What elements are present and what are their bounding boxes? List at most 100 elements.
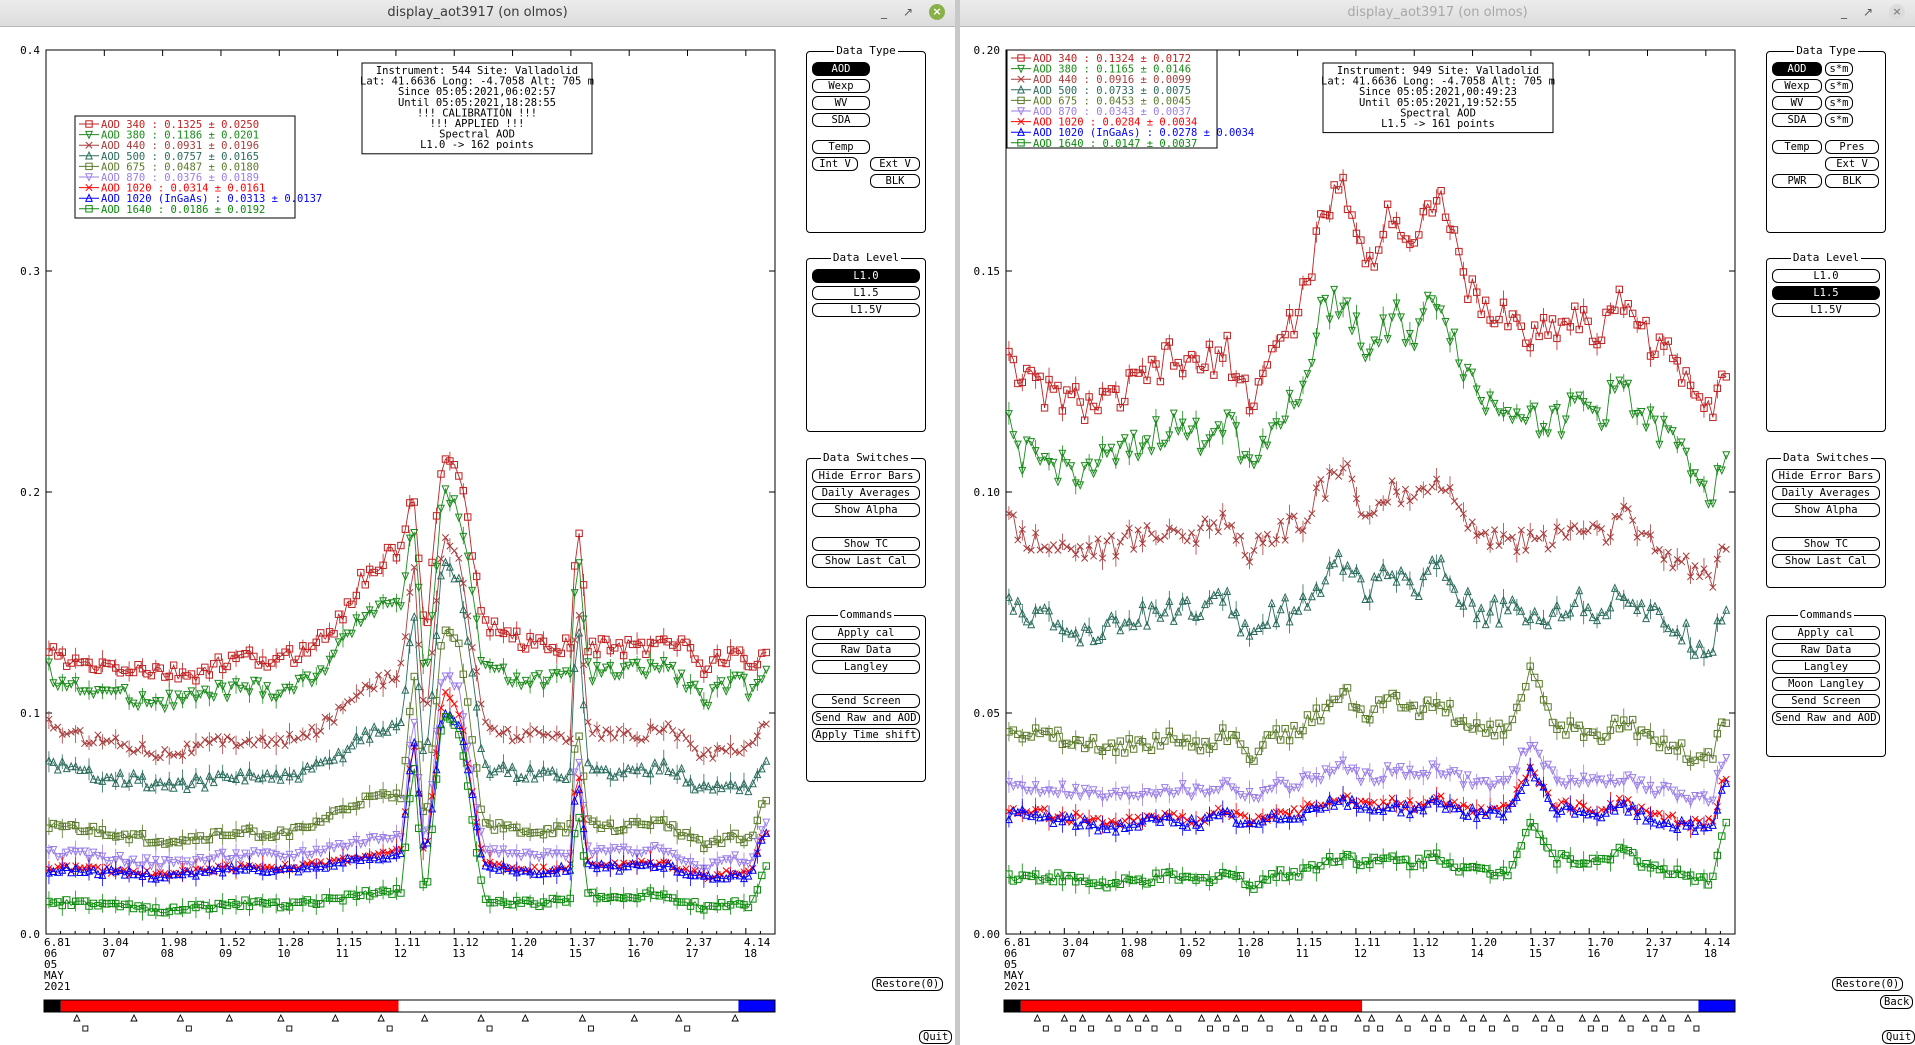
data-point xyxy=(1717,466,1726,476)
data-point xyxy=(1303,711,1312,719)
back-button[interactable]: Back xyxy=(1880,995,1914,1009)
data-level-l1-5v-button[interactable]: L1.5V xyxy=(1772,303,1880,317)
daily-averages-button[interactable]: Daily Averages xyxy=(1772,486,1880,500)
show-tc-button[interactable]: Show TC xyxy=(812,537,920,551)
data-point xyxy=(1058,407,1067,415)
send-raw-and-aod-button[interactable]: Send Raw and AOD xyxy=(1772,711,1880,725)
raw-data-button[interactable]: Raw Data xyxy=(812,643,920,657)
data-point xyxy=(1619,797,1628,807)
data-type-sda-button[interactable]: SDA xyxy=(1772,113,1822,127)
raw-data-button[interactable]: Raw Data xyxy=(1772,643,1880,657)
data-level-l1-5-button[interactable]: L1.5 xyxy=(1772,286,1880,300)
data-point xyxy=(1178,820,1187,830)
data-type-s-m-button[interactable]: s*m xyxy=(1825,96,1853,110)
titlebar-left[interactable]: display_aot3917 (on olmos) _ ↗ × xyxy=(0,0,955,27)
minimize-icon[interactable]: _ xyxy=(881,5,887,19)
data-point xyxy=(664,720,672,728)
data-type-blk-button[interactable]: BLK xyxy=(1825,174,1879,188)
data-type-wexp-button[interactable]: Wexp xyxy=(812,79,870,93)
data-point xyxy=(1490,319,1499,328)
aod-plot-right[interactable]: 0.200.150.100.050.006.8106053.04071.9808… xyxy=(960,26,1915,1045)
data-point xyxy=(655,892,664,900)
quit-button[interactable]: Quit xyxy=(1882,1030,1915,1044)
data-point xyxy=(71,821,80,830)
data-level-l1-5-button[interactable]: L1.5 xyxy=(812,286,920,300)
x-tick-label: 14 xyxy=(1471,947,1485,960)
data-type-pres-button[interactable]: Pres xyxy=(1825,140,1879,154)
daily-averages-button[interactable]: Daily Averages xyxy=(812,486,920,500)
data-point xyxy=(513,896,521,905)
series-group xyxy=(1006,169,1731,897)
data-point xyxy=(205,905,214,913)
data-type-s-m-button[interactable]: s*m xyxy=(1825,62,1853,76)
moon-langley-button[interactable]: Moon Langley xyxy=(1772,677,1880,691)
data-type-pwr-button[interactable]: PWR xyxy=(1772,174,1822,188)
data-type-temp-button[interactable]: Temp xyxy=(1772,140,1822,154)
restore-icon[interactable]: ↗ xyxy=(1862,5,1874,19)
data-point xyxy=(1236,819,1245,828)
close-icon[interactable]: × xyxy=(1889,4,1905,20)
restore-button[interactable]: Restore(0) xyxy=(1832,977,1904,991)
x-tick-label: 07 xyxy=(102,947,115,960)
data-type-aod-button[interactable]: AOD xyxy=(812,62,870,76)
data-point xyxy=(1673,747,1681,755)
data-type-wv-button[interactable]: WV xyxy=(812,96,870,110)
minimize-icon[interactable]: _ xyxy=(1841,5,1847,19)
data-type-ext-v-button[interactable]: Ext V xyxy=(870,157,920,171)
data-point xyxy=(1169,817,1178,827)
apply-cal-button[interactable]: Apply cal xyxy=(812,626,920,640)
apply-cal-button[interactable]: Apply cal xyxy=(1772,626,1880,640)
show-alpha-button[interactable]: Show Alpha xyxy=(1772,503,1880,517)
send-screen-button[interactable]: Send Screen xyxy=(1772,694,1880,708)
data-point xyxy=(628,640,637,649)
data-point xyxy=(1384,498,1392,506)
timeline-marker xyxy=(1404,1025,1411,1032)
data-point xyxy=(339,805,347,813)
show-tc-button[interactable]: Show TC xyxy=(1772,537,1880,551)
langley-button[interactable]: Langley xyxy=(812,660,920,674)
data-point xyxy=(548,865,557,875)
timeline-marker xyxy=(1223,1025,1230,1032)
data-type-blk-button[interactable]: BLK xyxy=(870,174,920,188)
quit-button[interactable]: Quit xyxy=(919,1030,953,1044)
data-level-l1-5v-button[interactable]: L1.5V xyxy=(812,303,920,317)
data-type-ext-v-button[interactable]: Ext V xyxy=(1825,157,1879,171)
data-type-sda-button[interactable]: SDA xyxy=(812,113,870,127)
send-screen-button[interactable]: Send Screen xyxy=(812,694,920,708)
data-point xyxy=(1628,598,1637,607)
data-type-wexp-button[interactable]: Wexp xyxy=(1772,79,1822,93)
data-type-wv-button[interactable]: WV xyxy=(1772,96,1822,110)
data-point xyxy=(700,906,708,914)
show-last-cal-button[interactable]: Show Last Cal xyxy=(1772,554,1880,568)
hide-error-bars-button[interactable]: Hide Error Bars xyxy=(1772,469,1880,483)
data-type-int-v-button[interactable]: Int V xyxy=(812,157,858,171)
hide-error-bars-button[interactable]: Hide Error Bars xyxy=(812,469,920,483)
titlebar-right[interactable]: display_aot3917 (on olmos) _ ↗ × xyxy=(960,0,1915,27)
data-point xyxy=(151,855,160,865)
data-point xyxy=(236,741,245,749)
show-alpha-button[interactable]: Show Alpha xyxy=(812,503,920,517)
timeline-bar[interactable] xyxy=(43,999,776,1013)
aod-plot-left[interactable]: 0.40.30.20.10.06.8106053.04071.98081.520… xyxy=(0,26,955,1045)
show-last-cal-button[interactable]: Show Last Cal xyxy=(812,554,920,568)
window-divider[interactable] xyxy=(955,0,960,1045)
data-type-aod-button[interactable]: AOD xyxy=(1772,62,1822,76)
data-point xyxy=(1628,848,1637,857)
data-point xyxy=(454,573,463,582)
data-level-l1-0-button[interactable]: L1.0 xyxy=(1772,269,1880,283)
restore-button[interactable]: Restore(0) xyxy=(872,977,944,991)
langley-button[interactable]: Langley xyxy=(1772,660,1880,674)
restore-icon[interactable]: ↗ xyxy=(902,5,914,19)
apply-time-shift-button[interactable]: Apply Time shift xyxy=(812,728,920,742)
data-point xyxy=(1562,731,1570,739)
data-point xyxy=(1463,586,1472,596)
send-raw-and-aod-button[interactable]: Send Raw and AOD xyxy=(812,711,920,725)
data-point xyxy=(579,699,588,709)
timeline-bar[interactable] xyxy=(1003,999,1736,1013)
data-type-s-m-button[interactable]: s*m xyxy=(1825,113,1853,127)
data-type-temp-button[interactable]: Temp xyxy=(812,140,870,154)
data-type-s-m-button[interactable]: s*m xyxy=(1825,79,1853,93)
data-point xyxy=(227,861,236,871)
data-level-l1-0-button[interactable]: L1.0 xyxy=(812,269,920,283)
close-icon[interactable]: × xyxy=(929,4,945,20)
